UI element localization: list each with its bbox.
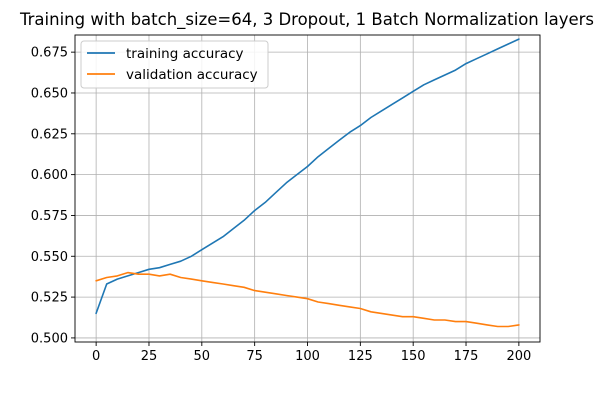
series-line-training-accuracy bbox=[95, 38, 520, 315]
legend: training accuracy validation accuracy bbox=[80, 40, 269, 89]
x-tick-label: 25 bbox=[141, 349, 158, 364]
x-tick-label: 50 bbox=[194, 349, 211, 364]
legend-box bbox=[80, 40, 269, 89]
x-tick-label: 75 bbox=[246, 349, 263, 364]
y-tick-label: 0.550 bbox=[31, 250, 68, 265]
x-tick-label: 175 bbox=[454, 349, 479, 364]
x-tick-label: 150 bbox=[401, 349, 426, 364]
y-tick-label: 0.575 bbox=[31, 209, 68, 224]
y-tick-label: 0.525 bbox=[31, 291, 68, 306]
legend-label: validation accuracy bbox=[126, 67, 258, 83]
y-tick-label: 0.650 bbox=[31, 86, 68, 101]
chart-title: Training with batch_size=64, 3 Dropout, … bbox=[19, 10, 594, 30]
series-layer bbox=[95, 38, 520, 328]
grid-layer bbox=[75, 35, 540, 342]
y-tick-label: 0.675 bbox=[31, 46, 68, 61]
x-tick-label: 200 bbox=[506, 349, 531, 364]
x-tick-label: 125 bbox=[348, 349, 373, 364]
series-line-validation-accuracy bbox=[95, 271, 520, 328]
y-tick-label: 0.625 bbox=[31, 127, 68, 142]
legend-label: training accuracy bbox=[126, 46, 244, 62]
x-tick-label: 0 bbox=[92, 349, 100, 364]
tick-layer: 0 25 50 75 100 125 150 175 200 0.500 0.525 0.550 0.5… bbox=[31, 46, 531, 364]
y-tick-label: 0.600 bbox=[31, 168, 68, 183]
y-tick-label: 0.500 bbox=[31, 331, 68, 346]
x-tick-label: 100 bbox=[295, 349, 320, 364]
